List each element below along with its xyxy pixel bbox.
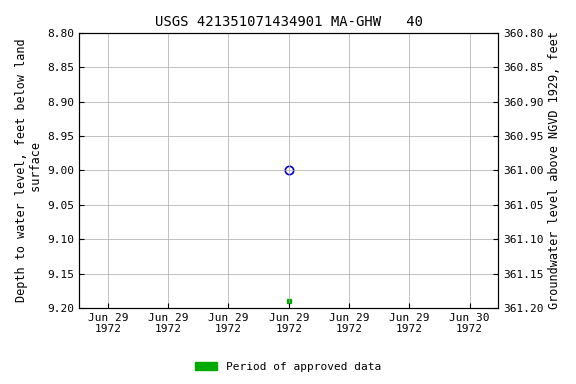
Title: USGS 421351071434901 MA-GHW   40: USGS 421351071434901 MA-GHW 40 [155, 15, 423, 29]
Y-axis label: Groundwater level above NGVD 1929, feet: Groundwater level above NGVD 1929, feet [548, 31, 561, 310]
Legend: Period of approved data: Period of approved data [191, 358, 385, 377]
Y-axis label: Depth to water level, feet below land
 surface: Depth to water level, feet below land su… [15, 39, 43, 302]
